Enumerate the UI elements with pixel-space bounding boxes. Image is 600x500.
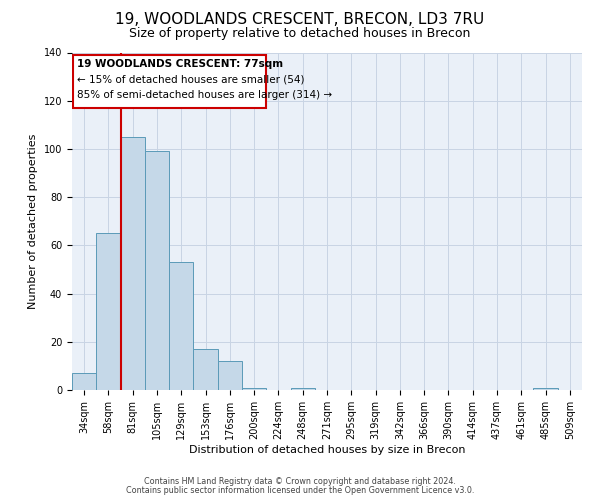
Text: 19 WOODLANDS CRESCENT: 77sqm: 19 WOODLANDS CRESCENT: 77sqm bbox=[77, 58, 283, 68]
Bar bbox=[242, 388, 266, 390]
Text: Contains public sector information licensed under the Open Government Licence v3: Contains public sector information licen… bbox=[126, 486, 474, 495]
Bar bbox=[193, 349, 218, 390]
Bar bbox=[290, 388, 315, 390]
Bar bbox=[73, 55, 266, 108]
Bar bbox=[218, 361, 242, 390]
Text: 19, WOODLANDS CRESCENT, BRECON, LD3 7RU: 19, WOODLANDS CRESCENT, BRECON, LD3 7RU bbox=[115, 12, 485, 28]
Text: 85% of semi-detached houses are larger (314) →: 85% of semi-detached houses are larger (… bbox=[77, 90, 332, 100]
Text: ← 15% of detached houses are smaller (54): ← 15% of detached houses are smaller (54… bbox=[77, 74, 304, 84]
Bar bbox=[145, 152, 169, 390]
Bar bbox=[96, 234, 121, 390]
X-axis label: Distribution of detached houses by size in Brecon: Distribution of detached houses by size … bbox=[189, 444, 465, 454]
Text: Contains HM Land Registry data © Crown copyright and database right 2024.: Contains HM Land Registry data © Crown c… bbox=[144, 477, 456, 486]
Bar bbox=[169, 262, 193, 390]
Y-axis label: Number of detached properties: Number of detached properties bbox=[28, 134, 38, 309]
Bar bbox=[121, 137, 145, 390]
Text: Size of property relative to detached houses in Brecon: Size of property relative to detached ho… bbox=[130, 28, 470, 40]
Bar bbox=[533, 388, 558, 390]
Bar bbox=[72, 373, 96, 390]
